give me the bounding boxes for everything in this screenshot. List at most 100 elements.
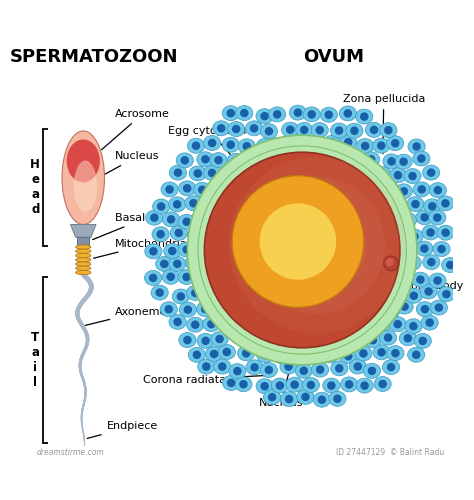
Circle shape [400,242,408,251]
Circle shape [391,198,399,207]
Circle shape [387,157,396,166]
Circle shape [401,302,409,311]
Circle shape [293,108,302,117]
Ellipse shape [281,392,298,406]
Circle shape [201,155,210,164]
Circle shape [223,348,231,356]
Ellipse shape [210,152,227,168]
Circle shape [193,169,202,177]
Circle shape [265,127,273,136]
Circle shape [300,366,308,375]
Circle shape [377,348,386,356]
Ellipse shape [246,121,263,136]
Ellipse shape [412,272,429,287]
Ellipse shape [339,134,357,150]
Circle shape [227,109,235,118]
Text: H
e
a
d: H e a d [30,158,40,216]
Ellipse shape [228,122,245,136]
Circle shape [385,183,393,192]
Ellipse shape [323,378,340,393]
Circle shape [344,138,353,146]
Circle shape [276,382,284,390]
Ellipse shape [213,121,230,136]
Circle shape [173,168,182,177]
Circle shape [202,362,210,371]
Ellipse shape [198,146,406,354]
Ellipse shape [414,334,431,348]
Ellipse shape [408,139,425,154]
Ellipse shape [153,199,170,214]
Ellipse shape [62,131,104,224]
Circle shape [290,138,298,147]
Circle shape [308,110,316,118]
Circle shape [165,185,174,194]
Ellipse shape [383,154,400,169]
Ellipse shape [198,359,215,374]
Ellipse shape [231,329,248,344]
Ellipse shape [296,122,313,138]
Ellipse shape [269,107,286,122]
Circle shape [420,213,429,222]
Ellipse shape [389,288,406,302]
Circle shape [307,380,315,389]
Ellipse shape [348,151,365,166]
Text: Zona pellucida: Zona pellucida [343,94,425,154]
Circle shape [215,335,224,344]
Circle shape [149,274,157,282]
Circle shape [191,288,200,297]
Circle shape [214,156,223,164]
Text: T
a
i
l: T a i l [31,331,39,389]
Ellipse shape [422,225,439,240]
Ellipse shape [387,136,404,150]
Ellipse shape [421,315,438,330]
Circle shape [370,126,378,134]
Text: Basal body: Basal body [92,213,176,240]
Circle shape [384,334,392,342]
Ellipse shape [416,241,433,256]
Ellipse shape [76,266,91,270]
Circle shape [387,363,395,372]
Circle shape [295,351,303,360]
Ellipse shape [176,153,193,168]
Circle shape [167,215,175,224]
Circle shape [166,272,175,281]
Ellipse shape [288,216,346,274]
Circle shape [420,244,428,253]
Ellipse shape [407,196,424,212]
Circle shape [427,258,436,266]
Circle shape [284,362,293,371]
Ellipse shape [303,107,320,122]
Ellipse shape [423,254,440,270]
Ellipse shape [260,124,278,138]
Ellipse shape [185,256,202,270]
Ellipse shape [406,229,423,244]
Ellipse shape [151,285,168,300]
Circle shape [434,186,442,194]
Circle shape [350,126,359,135]
Ellipse shape [374,166,391,182]
Ellipse shape [145,244,162,259]
Ellipse shape [289,105,307,120]
Circle shape [260,382,269,390]
Ellipse shape [268,196,366,294]
Circle shape [277,352,285,360]
Ellipse shape [380,330,397,345]
Ellipse shape [204,152,400,348]
Ellipse shape [155,256,173,272]
Circle shape [417,154,426,163]
Circle shape [198,186,207,194]
Ellipse shape [178,270,195,284]
Circle shape [177,292,185,300]
Circle shape [168,247,176,256]
Circle shape [378,322,386,330]
Ellipse shape [264,390,281,404]
Circle shape [232,125,240,134]
Ellipse shape [169,314,186,330]
Ellipse shape [313,392,330,407]
Ellipse shape [256,108,273,124]
Ellipse shape [178,242,195,257]
Circle shape [173,260,182,268]
Circle shape [378,170,386,178]
Ellipse shape [340,377,358,392]
Text: Nucleus: Nucleus [105,152,160,174]
